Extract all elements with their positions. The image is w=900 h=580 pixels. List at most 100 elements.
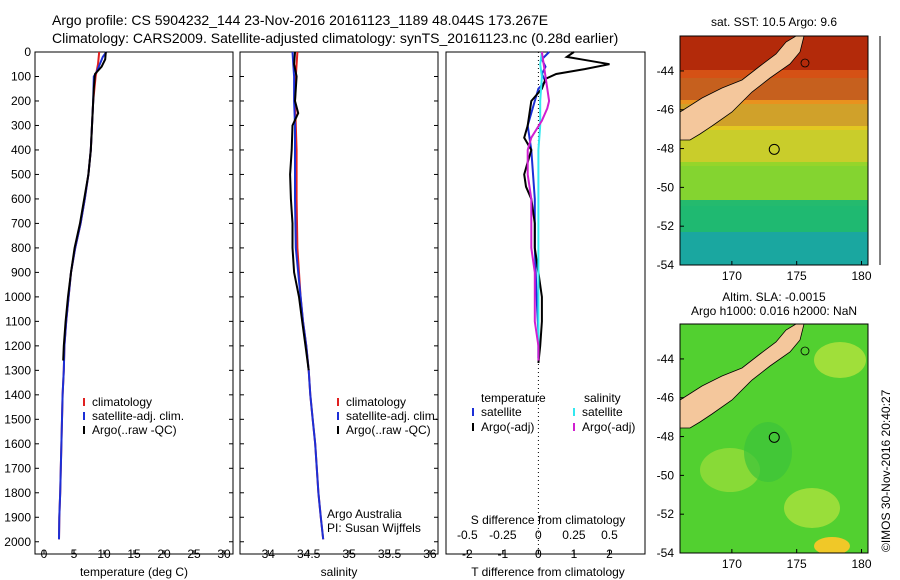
legend-label-s-argo: Argo(-adj) bbox=[582, 420, 635, 434]
imos-timestamp: ©IMOS 30-Nov-2016 20:40:27 bbox=[879, 389, 893, 552]
legend-label-s-satellite: satellite bbox=[582, 405, 623, 419]
x-tick-label: 30 bbox=[217, 547, 231, 561]
x-tick-label: 0 bbox=[535, 528, 542, 542]
t-difference-xlabel: T difference from climatology bbox=[471, 565, 625, 579]
sla-map-frame bbox=[679, 323, 869, 554]
y-tick-label: 0 bbox=[24, 45, 31, 59]
x-tick-label: 15 bbox=[127, 547, 141, 561]
x-tick-label: 20 bbox=[157, 547, 171, 561]
legend-label-climatology: climatology bbox=[346, 395, 406, 409]
x-tick-label: 34 bbox=[262, 547, 276, 561]
legend-label-argo: Argo(..raw -QC) bbox=[92, 423, 177, 437]
x-tick-label: 35.5 bbox=[378, 547, 402, 561]
sla-anomaly-patch bbox=[784, 488, 840, 528]
salinity-axes-frame bbox=[239, 51, 439, 555]
sst-map-frame bbox=[679, 35, 869, 266]
series-line-s-argo-adj- bbox=[526, 51, 551, 361]
x-tick-label: 0 bbox=[41, 547, 48, 561]
legend-label-satellite: satellite-adj. clim. bbox=[346, 409, 438, 423]
y-tick-label: 600 bbox=[11, 192, 31, 206]
sst-band-yellow bbox=[680, 126, 868, 166]
y-tick-label: 500 bbox=[11, 167, 31, 181]
map-y-tick-label: -52 bbox=[657, 219, 675, 233]
y-tick-label: 1300 bbox=[4, 363, 31, 377]
y-tick-label: 1500 bbox=[4, 412, 31, 426]
x-tick-label: -0.5 bbox=[457, 528, 478, 542]
sla-map-title-2: Argo h1000: 0.016 h2000: NaN bbox=[691, 304, 857, 318]
y-tick-label: 300 bbox=[11, 118, 31, 132]
legend-label-satellite: satellite-adj. clim. bbox=[92, 409, 184, 423]
y-tick-label: 1600 bbox=[4, 437, 31, 451]
map-y-tick-label: -50 bbox=[657, 180, 675, 194]
map-y-tick-label: -46 bbox=[657, 391, 675, 405]
new-zealand-south-island bbox=[680, 36, 805, 141]
map-y-tick-label: -48 bbox=[657, 142, 675, 156]
map-y-tick-label: -54 bbox=[657, 258, 675, 272]
legend-label-argo: Argo(..raw -QC) bbox=[346, 423, 431, 437]
legend-label-t-satellite: satellite bbox=[481, 405, 522, 419]
sst-map-panel: sat. SST: 10.5 Argo: 9.6 -44 -46 -48 -50 -52… bbox=[657, 15, 881, 283]
legend-header-temperature: temperature bbox=[481, 391, 546, 405]
map-y-tick-label: -48 bbox=[657, 430, 675, 444]
series-line-s-satellite bbox=[537, 51, 543, 359]
chatham-island-outline bbox=[800, 346, 810, 356]
legend-label-climatology: climatology bbox=[92, 395, 152, 409]
differences-legend: temperature salinity satellite Argo(-adj… bbox=[472, 391, 635, 434]
map-y-tick-label: -54 bbox=[657, 546, 675, 560]
map-x-tick-label: 170 bbox=[722, 557, 742, 571]
map-x-tick-label: 180 bbox=[852, 557, 872, 571]
y-tick-label: 1000 bbox=[4, 290, 31, 304]
title-line-2: Climatology: CARS2009. Satellite-adjuste… bbox=[52, 30, 619, 46]
x-tick-label: 5 bbox=[71, 547, 78, 561]
x-tick-label: 0.5 bbox=[601, 528, 618, 542]
y-tick-label: 400 bbox=[11, 143, 31, 157]
sla-anomaly-patch bbox=[814, 342, 866, 378]
y-tick-label: 1700 bbox=[4, 461, 31, 475]
chatham-island-outline bbox=[800, 58, 810, 68]
y-tick-label: 200 bbox=[11, 94, 31, 108]
y-tick-label: 1800 bbox=[4, 486, 31, 500]
sla-map-panel: Altim. SLA: -0.0015 Argo h1000: 0.016 h2… bbox=[657, 290, 893, 571]
map-y-tick-label: -52 bbox=[657, 507, 675, 521]
argo-position-marker bbox=[768, 431, 780, 443]
map-y-tick-label: -46 bbox=[657, 103, 675, 117]
temperature-panel: 0100200300400500600700800900100011001200… bbox=[4, 45, 234, 579]
map-x-tick-label: 175 bbox=[787, 269, 807, 283]
y-tick-label: 1100 bbox=[5, 314, 31, 328]
temperature-legend: climatology satellite-adj. clim. Argo(..… bbox=[83, 395, 184, 437]
x-tick-label: 0.25 bbox=[562, 528, 586, 542]
y-tick-label: 1900 bbox=[4, 510, 31, 524]
differences-axes-frame bbox=[445, 51, 646, 555]
map-y-tick-label: -44 bbox=[657, 64, 675, 78]
y-tick-label: 1400 bbox=[4, 388, 31, 402]
salinity-panel: 34 34.5 35 35.5 36 salinity climatology sate… bbox=[239, 51, 439, 579]
sla-anomaly-patch bbox=[744, 422, 792, 482]
sst-band-lightgreen bbox=[680, 162, 868, 206]
map-x-tick-label: 170 bbox=[722, 269, 742, 283]
temperature-xlabel: temperature (deg C) bbox=[80, 565, 188, 579]
s-difference-xlabel: S difference from climatology bbox=[471, 513, 626, 527]
new-zealand-south-island bbox=[680, 324, 805, 429]
sla-map-title-1: Altim. SLA: -0.0015 bbox=[722, 290, 826, 304]
x-tick-label: 35 bbox=[342, 547, 356, 561]
salinity-legend: climatology satellite-adj. clim. Argo(..… bbox=[337, 395, 438, 437]
x-tick-label: 25 bbox=[187, 547, 201, 561]
map-y-tick-label: -50 bbox=[657, 468, 675, 482]
credit-line-2: PI: Susan Wijffels bbox=[327, 521, 421, 535]
map-x-tick-label: 180 bbox=[852, 269, 872, 283]
series-line-argo-raw-qc- bbox=[289, 51, 310, 371]
x-tick-label: 34.5 bbox=[297, 547, 321, 561]
legend-header-salinity: salinity bbox=[584, 391, 621, 405]
title-line-1: Argo profile: CS 5904232_144 23-Nov-2016… bbox=[52, 12, 549, 28]
map-y-tick-label: -44 bbox=[657, 352, 675, 366]
x-tick-label: 10 bbox=[97, 547, 111, 561]
credit-line-1: Argo Australia bbox=[327, 507, 402, 521]
y-tick-label: 700 bbox=[11, 216, 31, 230]
salinity-xlabel: salinity bbox=[321, 565, 358, 579]
series-line-argo-raw-qc- bbox=[62, 51, 107, 361]
legend-label-t-argo: Argo(-adj) bbox=[481, 420, 534, 434]
map-x-tick-label: 175 bbox=[787, 557, 807, 571]
x-tick-label: 36 bbox=[423, 547, 437, 561]
temperature-axes-frame bbox=[34, 51, 234, 555]
